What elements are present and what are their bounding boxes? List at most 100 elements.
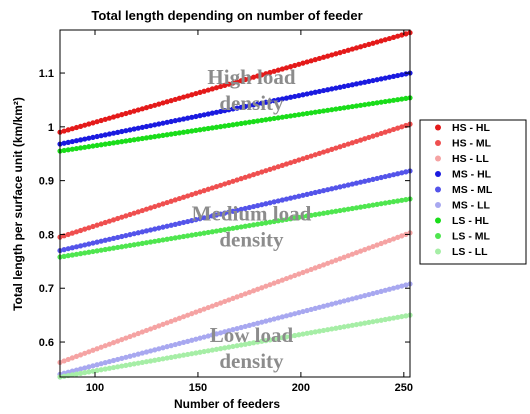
legend-marker — [435, 171, 441, 177]
legend-entry-label: LS - HL — [452, 215, 489, 227]
data-point — [143, 206, 150, 212]
data-point — [325, 148, 331, 154]
legend-marker — [435, 124, 441, 131]
data-point — [139, 207, 145, 214]
data-point — [193, 309, 199, 315]
data-point — [139, 124, 145, 130]
data-point — [180, 233, 187, 240]
data-point — [349, 205, 355, 212]
data-point — [341, 105, 347, 111]
data-point — [242, 341, 248, 347]
legend-marker — [435, 202, 441, 208]
data-point — [143, 359, 150, 365]
y-tick-label: 0.8 — [39, 229, 54, 241]
data-point — [230, 208, 236, 214]
data-point — [296, 271, 302, 277]
data-point — [300, 308, 306, 315]
data-point — [267, 69, 273, 76]
data-point — [316, 211, 323, 217]
data-point — [65, 246, 71, 252]
data-point — [152, 203, 158, 210]
data-point — [189, 92, 195, 98]
data-point — [230, 80, 236, 86]
data-point — [300, 214, 306, 220]
data-point — [222, 108, 228, 114]
data-point — [382, 75, 388, 81]
data-point — [147, 239, 154, 245]
data-point — [234, 225, 240, 231]
data-point — [123, 243, 129, 249]
data-point — [94, 239, 100, 245]
data-point — [374, 132, 380, 138]
data-point — [226, 81, 232, 87]
legend-marker — [435, 233, 441, 239]
data-point — [143, 105, 150, 111]
data-point — [222, 329, 228, 335]
data-point — [61, 147, 67, 154]
data-point — [213, 85, 220, 91]
data-point — [399, 233, 405, 239]
data-point — [275, 279, 281, 285]
legend-marker — [435, 217, 441, 224]
data-point — [341, 48, 347, 55]
x-tick-label: 150 — [189, 382, 207, 394]
data-point — [345, 141, 351, 147]
data-point — [399, 124, 405, 130]
data-point — [94, 367, 100, 374]
data-point — [217, 300, 224, 306]
data-point — [185, 351, 191, 358]
data-point — [283, 313, 290, 319]
legend: HS - HL HS - ML HS - LL MS - HL MS - ML MS - … — [419, 119, 527, 265]
data-point — [139, 350, 145, 356]
data-point — [292, 93, 298, 100]
data-point — [275, 315, 281, 321]
data-point — [230, 225, 236, 231]
data-point — [189, 191, 195, 198]
data-point — [189, 114, 195, 120]
data-point — [271, 165, 277, 171]
data-point — [193, 217, 199, 223]
data-point — [193, 90, 199, 97]
data-point — [73, 371, 80, 377]
data-point — [135, 360, 141, 366]
data-point — [386, 237, 393, 244]
data-point — [296, 61, 302, 67]
data-point — [316, 304, 323, 310]
data-point — [300, 60, 306, 66]
data-point — [267, 116, 273, 122]
data-point — [362, 136, 368, 142]
data-point — [147, 326, 154, 332]
data-point — [312, 329, 318, 335]
legend-entry-label: HS - HL — [452, 122, 491, 134]
data-point — [102, 366, 108, 372]
data-point — [267, 317, 273, 323]
data-point — [82, 242, 88, 248]
data-point — [152, 357, 158, 363]
data-point — [341, 83, 347, 90]
data-point — [374, 289, 380, 296]
data-point — [275, 115, 281, 121]
data-point — [61, 373, 67, 379]
data-point — [217, 182, 224, 188]
data-point — [353, 321, 360, 328]
data-point — [263, 220, 269, 226]
data-point — [222, 123, 228, 129]
data-point — [123, 232, 129, 239]
data-point — [168, 318, 174, 324]
data-point — [255, 286, 261, 292]
legend-entry-label: MS - LL — [452, 200, 490, 212]
data-point — [345, 253, 351, 259]
data-point — [370, 40, 376, 46]
data-point — [320, 149, 327, 155]
data-point — [320, 188, 327, 194]
data-point — [230, 106, 236, 112]
data-point — [205, 87, 211, 93]
data-point — [259, 285, 265, 291]
data-point — [238, 342, 244, 348]
data-point — [164, 99, 170, 105]
data-point — [275, 198, 281, 204]
data-point — [304, 91, 310, 97]
data-point — [308, 190, 314, 197]
data-point — [325, 327, 331, 333]
